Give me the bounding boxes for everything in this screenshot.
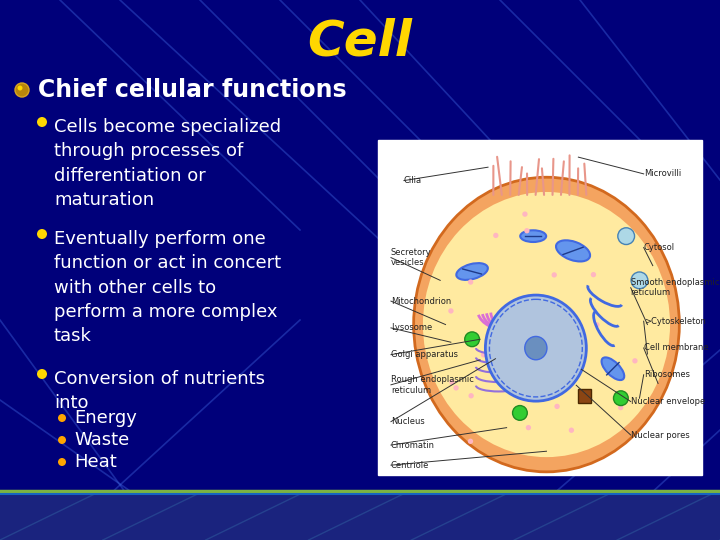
Circle shape — [644, 283, 650, 288]
Circle shape — [460, 432, 465, 437]
Text: Smooth endoplasmic
reticulum: Smooth endoplasmic reticulum — [631, 278, 719, 298]
Circle shape — [485, 285, 490, 291]
Circle shape — [606, 350, 612, 355]
Ellipse shape — [521, 230, 546, 242]
Circle shape — [579, 438, 584, 443]
Text: Cell membrane: Cell membrane — [644, 343, 708, 353]
Circle shape — [58, 436, 66, 444]
Text: Nucleus: Nucleus — [391, 417, 425, 426]
Circle shape — [480, 312, 485, 318]
Text: Cell: Cell — [307, 18, 413, 66]
Circle shape — [631, 272, 648, 289]
Bar — [378, 140, 702, 475]
Circle shape — [464, 332, 480, 347]
Text: Rough endoplasmic
reticulum: Rough endoplasmic reticulum — [391, 375, 474, 395]
Text: Waste: Waste — [74, 431, 130, 449]
Ellipse shape — [525, 336, 547, 360]
Text: Mitochondrion: Mitochondrion — [391, 296, 451, 306]
Circle shape — [512, 414, 518, 419]
Text: Cilia: Cilia — [404, 176, 422, 185]
Circle shape — [488, 230, 493, 235]
Text: Golgi apparatus: Golgi apparatus — [391, 350, 458, 359]
Circle shape — [37, 117, 47, 127]
Circle shape — [590, 332, 595, 338]
Ellipse shape — [485, 295, 586, 401]
Ellipse shape — [601, 357, 624, 380]
Text: Eventually perform one
function or act in concert
with other cells to
perform a : Eventually perform one function or act i… — [54, 230, 281, 345]
Text: Conversion of nutrients
into: Conversion of nutrients into — [54, 370, 265, 413]
Text: Energy: Energy — [74, 409, 137, 427]
Circle shape — [625, 252, 631, 258]
Bar — [578, 389, 591, 403]
Circle shape — [571, 214, 577, 220]
Text: Secretory
vesicles: Secretory vesicles — [391, 248, 431, 267]
Bar — [0, 491, 720, 540]
Text: Lysosome: Lysosome — [391, 323, 432, 333]
Circle shape — [541, 211, 546, 217]
Text: Cytosol: Cytosol — [644, 243, 675, 252]
Text: Cells become specialized
through processes of
differentiation or
maturation: Cells become specialized through process… — [54, 118, 281, 209]
Ellipse shape — [556, 240, 590, 261]
Ellipse shape — [15, 83, 29, 97]
Circle shape — [58, 414, 66, 422]
Ellipse shape — [423, 192, 670, 457]
Circle shape — [483, 233, 488, 239]
Text: Ribosomes: Ribosomes — [644, 370, 690, 379]
Circle shape — [37, 369, 47, 379]
Circle shape — [511, 355, 516, 361]
Circle shape — [474, 405, 480, 410]
Circle shape — [603, 383, 609, 388]
Circle shape — [58, 458, 66, 466]
Text: Chief cellular functions: Chief cellular functions — [38, 78, 346, 102]
Text: Nuclear pores: Nuclear pores — [631, 430, 690, 440]
Text: Chromatin: Chromatin — [391, 441, 435, 450]
Circle shape — [513, 406, 527, 420]
Circle shape — [37, 229, 47, 239]
Text: Heat: Heat — [74, 453, 117, 471]
Text: Nuclear envelope: Nuclear envelope — [631, 397, 705, 406]
Ellipse shape — [456, 263, 488, 280]
Circle shape — [591, 294, 597, 300]
Text: >Cytoskeleton: >Cytoskeleton — [644, 316, 706, 326]
Circle shape — [462, 275, 467, 281]
Text: Centriole: Centriole — [391, 461, 429, 470]
Ellipse shape — [17, 85, 22, 91]
Circle shape — [618, 228, 634, 245]
Circle shape — [466, 395, 471, 400]
Ellipse shape — [413, 177, 680, 472]
Text: Microvilli: Microvilli — [644, 170, 681, 178]
Circle shape — [513, 226, 519, 231]
Circle shape — [613, 391, 629, 406]
